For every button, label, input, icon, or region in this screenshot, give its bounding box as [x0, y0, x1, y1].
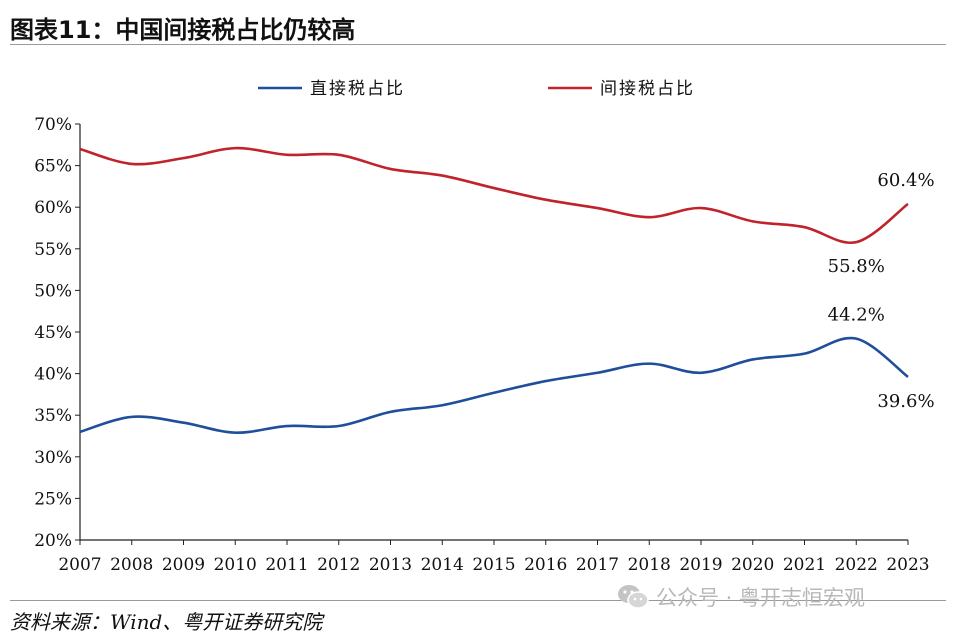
x-tick-label: 2007	[58, 555, 101, 575]
figure-title: 图表11：中国间接税占比仍较高	[10, 16, 356, 44]
series-line-indirect-tax	[79, 146, 909, 245]
y-tick-label: 55%	[34, 240, 72, 260]
x-tick-label: 2022	[835, 555, 878, 575]
legend-label: 间接税占比	[600, 79, 695, 99]
legend-label: 直接税占比	[310, 79, 405, 99]
y-tick-label: 20%	[34, 531, 72, 551]
x-tick-label: 2020	[731, 555, 774, 575]
y-tick-label: 70%	[34, 115, 72, 135]
x-tick-label: 2013	[369, 555, 412, 575]
source-note: 资料来源：Wind、粤开证券研究院	[10, 610, 323, 634]
y-tick-label: 50%	[34, 281, 72, 301]
x-tick-label: 2015	[472, 555, 515, 575]
x-tick-label: 2012	[317, 555, 360, 575]
series-line-direct-tax	[79, 336, 909, 434]
y-tick-label: 60%	[34, 198, 72, 218]
x-tick-label: 2010	[214, 555, 257, 575]
data-label: 60.4%	[877, 170, 934, 191]
x-tick-label: 2018	[628, 555, 671, 575]
x-tick-label: 2017	[576, 555, 619, 575]
x-tick-label: 2009	[162, 555, 205, 575]
data-label: 55.8%	[828, 256, 885, 277]
watermark-text: 公众号 · 粤开志恒宏观	[656, 586, 866, 610]
x-tick-label: 2021	[783, 555, 826, 575]
x-tick-label: 2019	[679, 555, 722, 575]
y-tick-label: 45%	[34, 323, 72, 343]
x-tick-label: 2023	[886, 555, 929, 575]
x-tick-label: 2008	[110, 555, 153, 575]
data-label: 44.2%	[828, 305, 885, 326]
x-tick-label: 2016	[524, 555, 567, 575]
y-tick-label: 65%	[34, 157, 72, 177]
data-label: 39.6%	[877, 391, 934, 412]
x-tick-label: 2014	[421, 555, 464, 575]
y-tick-label: 40%	[34, 365, 72, 385]
watermark: 公众号 · 粤开志恒宏观	[616, 582, 865, 612]
footer-divider	[10, 600, 946, 601]
y-tick-label: 35%	[34, 406, 72, 426]
wechat-icon	[618, 585, 649, 609]
x-tick-label: 2011	[265, 555, 308, 575]
title-divider	[10, 44, 946, 45]
y-tick-label: 30%	[34, 448, 72, 468]
y-tick-label: 25%	[34, 489, 72, 509]
